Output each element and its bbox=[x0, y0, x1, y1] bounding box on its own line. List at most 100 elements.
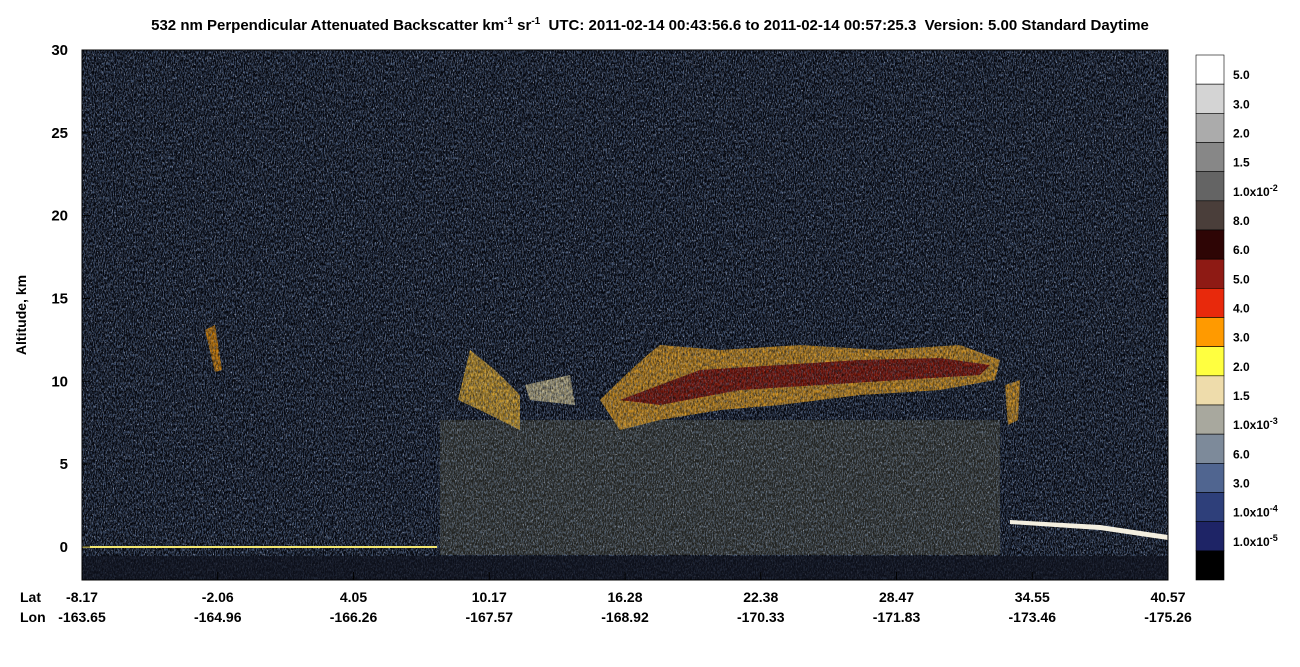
cloud bbox=[205, 325, 222, 372]
colorbar-label-text: 6.0 bbox=[1233, 447, 1250, 461]
x-tick-label: -2.06 bbox=[202, 589, 234, 605]
y-tick-label: 20 bbox=[51, 208, 68, 225]
colorbar-label-text: 1.0x10 bbox=[1233, 418, 1270, 432]
colorbar-label: 5.0 bbox=[1233, 272, 1250, 286]
colorbar-label-text: 5.0 bbox=[1233, 68, 1250, 82]
surface-return bbox=[82, 546, 437, 548]
x-tick-label: 34.55 bbox=[1015, 589, 1050, 605]
colorbar-label: 6.0 bbox=[1233, 243, 1250, 257]
x-tick-label: 40.57 bbox=[1150, 589, 1185, 605]
colorbar-swatch bbox=[1195, 346, 1225, 377]
colorbar-label: 1.0x10-5 bbox=[1233, 533, 1278, 549]
title-info: UTC: 2011-02-14 00:43:56.6 to 2011-02-14… bbox=[540, 17, 1149, 34]
colorbar-label-exponent: -4 bbox=[1270, 504, 1278, 514]
x-tick-label: -164.96 bbox=[194, 609, 242, 625]
chart-title: 532 nm Perpendicular Attenuated Backscat… bbox=[151, 16, 1149, 34]
colorbar-label: 2.0 bbox=[1233, 127, 1250, 141]
colorbar-swatch bbox=[1195, 521, 1225, 552]
colorbar-label-text: 6.0 bbox=[1233, 243, 1250, 257]
colorbar-label: 1.0x10-3 bbox=[1233, 416, 1278, 432]
x-row-label: Lon bbox=[20, 609, 46, 625]
x-tick-label: 22.38 bbox=[743, 589, 778, 605]
colorbar-swatch bbox=[1195, 54, 1225, 85]
colorbar-label: 4.0 bbox=[1233, 302, 1250, 316]
title-exponent: -1 bbox=[504, 16, 513, 27]
colorbar-label: 1.5 bbox=[1233, 389, 1250, 403]
clouds bbox=[205, 325, 1020, 430]
colorbar-swatch bbox=[1195, 433, 1225, 464]
colorbar-label-exponent: -5 bbox=[1270, 533, 1278, 543]
colorbar-swatch bbox=[1195, 492, 1225, 522]
surface-return bbox=[1010, 520, 1168, 540]
cirrus-core bbox=[620, 358, 990, 405]
colorbar-label-text: 1.0x10 bbox=[1233, 185, 1270, 199]
colorbar-label: 3.0 bbox=[1233, 477, 1250, 491]
y-tick-label: 0 bbox=[60, 539, 68, 556]
colorbar-swatch bbox=[1195, 200, 1225, 231]
y-tick-label: 30 bbox=[51, 42, 68, 59]
colorbar-swatch bbox=[1195, 404, 1225, 435]
colorbar-label: 1.5 bbox=[1233, 156, 1250, 170]
colorbar-swatch bbox=[1195, 113, 1225, 143]
x-tick-label: 4.05 bbox=[340, 589, 367, 605]
colorbar-swatch bbox=[1195, 550, 1225, 581]
x-tick-label: -166.26 bbox=[330, 609, 378, 625]
y-tick-label: 10 bbox=[51, 373, 68, 390]
cloud bbox=[1005, 380, 1020, 425]
colorbar-swatch bbox=[1195, 288, 1225, 318]
colorbar-label-text: 1.5 bbox=[1233, 389, 1250, 403]
colorbar-swatch bbox=[1195, 375, 1225, 406]
colorbar-label: 1.0x10-4 bbox=[1233, 504, 1278, 520]
x-tick-label: -170.33 bbox=[737, 609, 785, 625]
x-tick-label: -167.57 bbox=[466, 609, 514, 625]
colorbar-label-exponent: -3 bbox=[1270, 416, 1278, 426]
colorbar-label-text: 3.0 bbox=[1233, 477, 1250, 491]
colorbar-label-text: 4.0 bbox=[1233, 302, 1250, 316]
colorbar-label-exponent: -2 bbox=[1270, 183, 1278, 193]
title-main: 532 nm Perpendicular Attenuated Backscat… bbox=[151, 17, 504, 34]
x-tick-label: 10.17 bbox=[472, 589, 507, 605]
colorbar-label-text: 1.0x10 bbox=[1233, 535, 1270, 549]
backscatter-field bbox=[82, 50, 1168, 580]
colorbar-label-text: 2.0 bbox=[1233, 127, 1250, 141]
colorbar-label: 1.0x10-2 bbox=[1233, 183, 1278, 199]
colorbar-label: 3.0 bbox=[1233, 331, 1250, 345]
x-tick-label: 28.47 bbox=[879, 589, 914, 605]
colorbar-label-text: 3.0 bbox=[1233, 97, 1250, 111]
cloud bbox=[458, 350, 520, 430]
title-exponent: -1 bbox=[531, 16, 540, 27]
lower-aerosol bbox=[440, 420, 1000, 555]
colorbar-label: 5.0 bbox=[1233, 68, 1250, 82]
colorbar-label: 8.0 bbox=[1233, 214, 1250, 228]
colorbar-label: 6.0 bbox=[1233, 447, 1250, 461]
colorbar-swatch bbox=[1195, 317, 1225, 347]
y-tick-label: 5 bbox=[60, 456, 68, 473]
x-tick-label: -163.65 bbox=[58, 609, 106, 625]
title-unit: sr bbox=[513, 17, 532, 34]
x-tick-label: -173.46 bbox=[1009, 609, 1057, 625]
colorbar-label-text: 1.0x10 bbox=[1233, 506, 1270, 520]
colorbar-label-text: 1.5 bbox=[1233, 156, 1250, 170]
x-tick-label: -168.92 bbox=[601, 609, 649, 625]
y-axis-label: Altitude, km bbox=[13, 275, 29, 355]
y-tick-label: 15 bbox=[51, 290, 68, 307]
colorbar-label-text: 5.0 bbox=[1233, 272, 1250, 286]
field-speckle bbox=[82, 50, 1168, 580]
colorbar-swatch bbox=[1195, 83, 1225, 114]
colorbar-label: 3.0 bbox=[1233, 97, 1250, 111]
colorbar-label: 2.0 bbox=[1233, 360, 1250, 374]
y-tick-label: 25 bbox=[51, 125, 68, 142]
colorbar-swatch bbox=[1195, 229, 1225, 260]
colorbar-label-text: 8.0 bbox=[1233, 214, 1250, 228]
x-tick-label: -8.17 bbox=[66, 589, 98, 605]
x-tick-label: -171.83 bbox=[873, 609, 921, 625]
colorbar-label-text: 3.0 bbox=[1233, 331, 1250, 345]
colorbar-label-text: 2.0 bbox=[1233, 360, 1250, 374]
x-row-label: Lat bbox=[20, 589, 41, 605]
cloud bbox=[525, 375, 575, 405]
colorbar-swatch bbox=[1195, 171, 1225, 202]
colorbar-swatch bbox=[1195, 142, 1225, 172]
colorbar-swatch bbox=[1195, 463, 1225, 493]
